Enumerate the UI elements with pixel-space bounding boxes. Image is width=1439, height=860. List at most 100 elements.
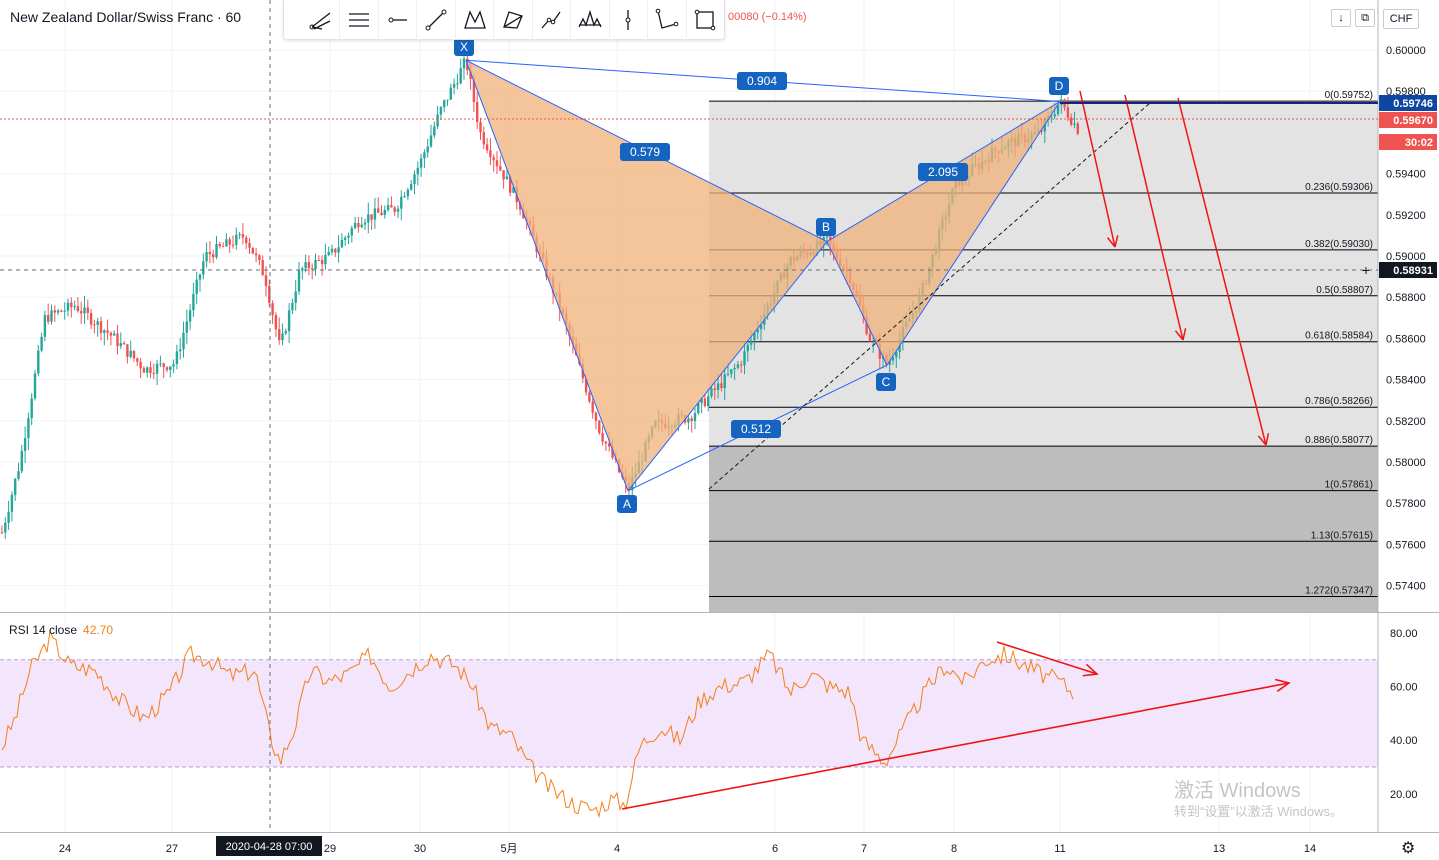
rsi-pane xyxy=(0,629,1378,819)
candle-body xyxy=(320,260,324,265)
harmonic-pattern[interactable]: X A B C D 0.904 0.579 2.095 0.512 xyxy=(454,38,1151,513)
candle-body xyxy=(83,307,86,314)
price-tag-label: 0.59670 xyxy=(1393,115,1433,127)
gear-icon[interactable]: ⚙ xyxy=(1401,840,1416,857)
candle-body xyxy=(99,321,103,333)
pattern-ratio-label: 0.579 xyxy=(630,145,660,159)
candle-body xyxy=(261,260,264,276)
time-axis-label: 14 xyxy=(1304,843,1316,855)
pattern-leg xyxy=(886,101,1061,366)
candle-body xyxy=(608,443,611,447)
trend-line-icon[interactable] xyxy=(417,0,456,40)
candle-body xyxy=(340,239,344,248)
candle-body xyxy=(693,413,697,421)
candle-body xyxy=(221,246,225,248)
candle-body xyxy=(245,237,248,244)
candle-body xyxy=(502,170,505,180)
candle-body xyxy=(601,432,604,442)
candle-body xyxy=(406,189,410,197)
time-axis-label: 11 xyxy=(1054,843,1065,855)
candle-body xyxy=(716,383,720,390)
candle-body xyxy=(518,202,522,210)
time-axis-label: 4 xyxy=(614,843,620,855)
time-axis-label: 13 xyxy=(1213,843,1225,855)
projection-arrow-head xyxy=(1182,328,1187,341)
candle-body xyxy=(888,360,891,365)
candle-body xyxy=(60,310,63,312)
projection-arrow-head xyxy=(1174,330,1184,341)
time-axis-label: 6 xyxy=(772,843,778,855)
candle-body xyxy=(476,102,479,123)
head-shoulders-icon[interactable] xyxy=(571,0,610,40)
pattern-point-label: C xyxy=(882,375,891,389)
candle-body xyxy=(0,532,4,534)
candle-body xyxy=(396,208,400,212)
candle-body xyxy=(192,293,195,311)
candle-body xyxy=(10,494,14,512)
candle-body xyxy=(611,446,614,458)
projection-arrow-head xyxy=(1257,435,1267,446)
price-change: 00080 (−0.14%) xyxy=(728,11,807,23)
candle-body xyxy=(212,254,215,258)
restore-icon[interactable]: ⧉ xyxy=(1355,9,1375,27)
vertical-line-icon[interactable] xyxy=(610,0,649,40)
candle-body xyxy=(872,340,875,342)
candle-body xyxy=(96,321,99,325)
candle-body xyxy=(149,367,152,373)
path-icon[interactable] xyxy=(533,0,572,40)
projection-arrows[interactable] xyxy=(1079,90,1270,446)
scroll-down-icon[interactable]: ↓ xyxy=(1331,9,1351,27)
candle-body xyxy=(736,364,740,368)
pattern-point-badge xyxy=(617,495,637,513)
candle-body xyxy=(419,158,423,168)
fib-level-label: 1(0.57861) xyxy=(1325,480,1373,491)
pitchfork-icon[interactable] xyxy=(302,0,341,40)
candle-body xyxy=(1066,107,1070,118)
candle-body xyxy=(749,340,753,345)
candle-body xyxy=(743,351,746,366)
candle-body xyxy=(169,366,172,370)
horizontal-ray-icon[interactable] xyxy=(379,0,418,40)
candle-body xyxy=(50,310,53,322)
candle-body xyxy=(33,373,37,399)
price-axis-label: 0.59000 xyxy=(1386,251,1426,263)
candle-body xyxy=(759,324,763,330)
rsi-legend: RSI 14 close 42.70 xyxy=(9,623,113,637)
candle-body xyxy=(353,222,357,229)
candle-body xyxy=(509,176,512,193)
candle-body xyxy=(165,367,169,370)
fib-level-label: 0(0.59752) xyxy=(1325,90,1373,101)
candle-body xyxy=(37,350,40,374)
rectangle-icon[interactable] xyxy=(687,0,724,40)
currency-button[interactable]: CHF xyxy=(1383,9,1419,29)
candle-body xyxy=(393,207,396,212)
candle-body xyxy=(713,388,716,390)
projection-arrow-head xyxy=(1265,433,1270,446)
candle-body xyxy=(258,255,261,261)
candle-body xyxy=(264,275,268,287)
candle-body xyxy=(459,68,462,84)
time-axis-label: 7 xyxy=(861,843,867,855)
candle-body xyxy=(462,58,466,69)
triangle-pattern-icon[interactable] xyxy=(494,0,533,40)
candle-body xyxy=(367,214,370,223)
candle-body xyxy=(687,418,690,423)
abcd-pattern-icon[interactable] xyxy=(648,0,687,40)
candle-body xyxy=(251,247,254,254)
candle-body xyxy=(89,312,93,325)
candle-body xyxy=(30,398,33,419)
candle-body xyxy=(433,126,436,136)
fib-level-label: 0.886(0.58077) xyxy=(1305,435,1373,446)
candle-body xyxy=(485,144,489,151)
candle-body xyxy=(278,329,281,341)
candle-body xyxy=(185,321,188,333)
fib-retracement[interactable] xyxy=(709,100,1378,612)
candle-body xyxy=(730,369,733,374)
candle-body xyxy=(208,252,212,255)
xabcd-pattern-icon[interactable] xyxy=(456,0,495,40)
price-tag-box xyxy=(1379,112,1437,128)
parallel-lines-icon[interactable] xyxy=(340,0,379,40)
candle-body xyxy=(301,268,304,271)
candle-body xyxy=(317,259,320,261)
